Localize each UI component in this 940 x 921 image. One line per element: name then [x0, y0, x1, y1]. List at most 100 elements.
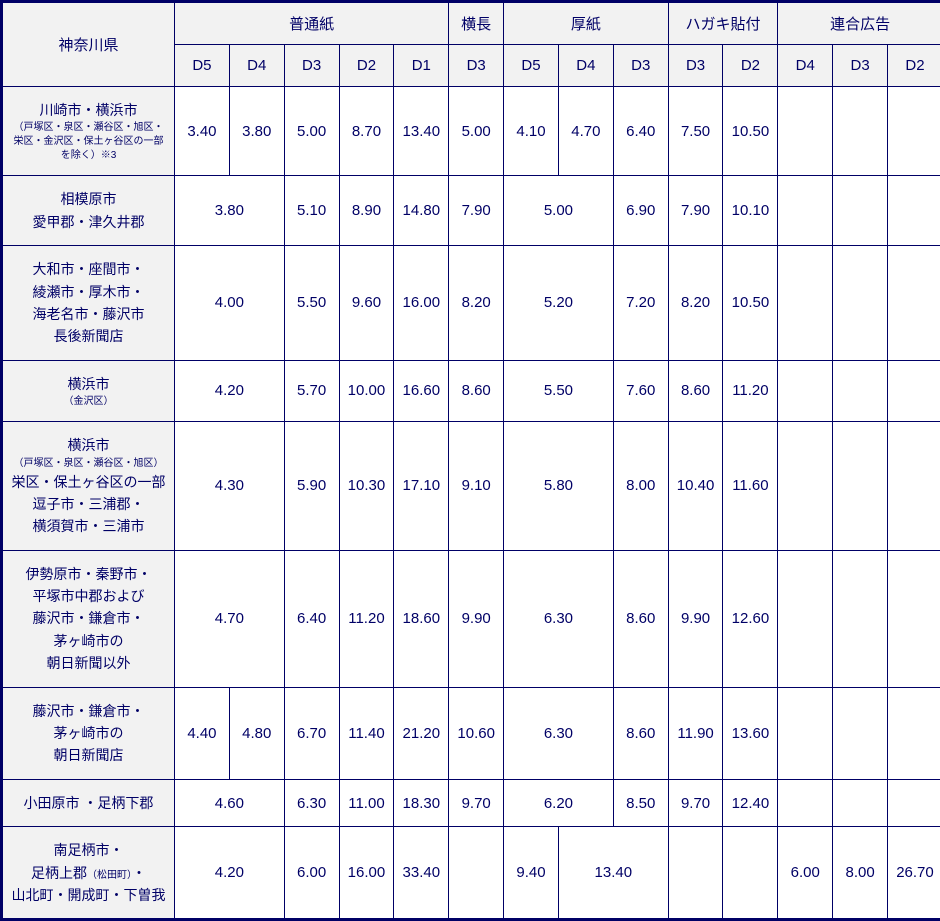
data-cell	[888, 87, 940, 176]
data-cell	[833, 422, 888, 551]
data-cell: 10.50	[723, 246, 778, 361]
header-sub-12: D3	[833, 45, 888, 87]
data-cell	[888, 360, 940, 421]
header-group-4: 連合広告	[778, 3, 940, 45]
data-cell	[778, 687, 833, 779]
data-cell	[778, 246, 833, 361]
header-group-3: ハガキ貼付	[668, 3, 778, 45]
header-sub-3: D2	[339, 45, 394, 87]
pricing-table: 神奈川県 普通紙横長厚紙ハガキ貼付連合広告 D5D4D3D2D1D3D5D4D3…	[2, 2, 940, 919]
data-cell: 8.00	[613, 422, 668, 551]
data-cell: 8.00	[833, 827, 888, 919]
data-cell: 18.30	[394, 779, 449, 826]
data-cell	[833, 779, 888, 826]
header-sub-7: D4	[558, 45, 613, 87]
header-group-0: 普通紙	[175, 3, 449, 45]
data-cell	[449, 827, 504, 919]
pricing-table-wrapper: 神奈川県 普通紙横長厚紙ハガキ貼付連合広告 D5D4D3D2D1D3D5D4D3…	[0, 0, 940, 921]
table-row: 大和市・座間市・綾瀬市・厚木市・海老名市・藤沢市長後新聞店4.005.509.6…	[3, 246, 940, 361]
data-cell: 5.20	[504, 246, 614, 361]
data-cell	[888, 422, 940, 551]
header-sub-4: D1	[394, 45, 449, 87]
data-cell: 13.40	[558, 827, 668, 919]
header-row-groups: 神奈川県 普通紙横長厚紙ハガキ貼付連合広告	[3, 3, 940, 45]
data-cell: 9.90	[449, 550, 504, 687]
data-cell: 10.10	[723, 176, 778, 246]
data-cell: 4.70	[558, 87, 613, 176]
data-cell: 33.40	[394, 827, 449, 919]
data-cell: 4.10	[504, 87, 559, 176]
data-cell: 7.20	[613, 246, 668, 361]
data-cell	[888, 246, 940, 361]
header-sub-0: D5	[175, 45, 230, 87]
data-cell	[833, 360, 888, 421]
data-cell: 11.20	[723, 360, 778, 421]
data-cell: 4.60	[175, 779, 285, 826]
data-cell: 11.60	[723, 422, 778, 551]
region-cell-5: 伊勢原市・秦野市・平塚市中郡および藤沢市・鎌倉市・茅ヶ崎市の朝日新聞以外	[3, 550, 175, 687]
data-cell: 7.90	[449, 176, 504, 246]
table-row: 南足柄市・足柄上郡（松田町）・山北町・開成町・下曽我4.206.0016.003…	[3, 827, 940, 919]
data-cell: 8.20	[668, 246, 723, 361]
data-cell	[833, 687, 888, 779]
data-cell: 13.60	[723, 687, 778, 779]
region-cell-8: 南足柄市・足柄上郡（松田町）・山北町・開成町・下曽我	[3, 827, 175, 919]
data-cell: 5.90	[284, 422, 339, 551]
data-cell	[833, 87, 888, 176]
data-cell: 10.40	[668, 422, 723, 551]
region-cell-6: 藤沢市・鎌倉市・茅ヶ崎市の朝日新聞店	[3, 687, 175, 779]
table-header: 神奈川県 普通紙横長厚紙ハガキ貼付連合広告 D5D4D3D2D1D3D5D4D3…	[3, 3, 940, 87]
data-cell: 7.60	[613, 360, 668, 421]
header-sub-10: D2	[723, 45, 778, 87]
header-sub-2: D3	[284, 45, 339, 87]
data-cell: 4.40	[175, 687, 230, 779]
data-cell: 12.40	[723, 779, 778, 826]
data-cell: 11.90	[668, 687, 723, 779]
data-cell: 9.70	[668, 779, 723, 826]
data-cell: 3.80	[229, 87, 284, 176]
header-sub-9: D3	[668, 45, 723, 87]
data-cell: 18.60	[394, 550, 449, 687]
data-cell: 6.30	[504, 550, 614, 687]
data-cell: 6.90	[613, 176, 668, 246]
header-sub-6: D5	[504, 45, 559, 87]
data-cell: 4.30	[175, 422, 285, 551]
data-cell: 10.00	[339, 360, 394, 421]
data-cell: 14.80	[394, 176, 449, 246]
data-cell: 9.10	[449, 422, 504, 551]
data-cell	[888, 176, 940, 246]
data-cell: 3.80	[175, 176, 285, 246]
region-cell-0: 川崎市・横浜市（戸塚区・泉区・瀬谷区・旭区・栄区・金沢区・保土ヶ谷区の一部を除く…	[3, 87, 175, 176]
data-cell: 10.50	[723, 87, 778, 176]
data-cell: 6.40	[613, 87, 668, 176]
data-cell: 8.60	[668, 360, 723, 421]
data-cell: 13.40	[394, 87, 449, 176]
data-cell: 7.90	[668, 176, 723, 246]
data-cell	[778, 176, 833, 246]
region-cell-4: 横浜市（戸塚区・泉区・瀬谷区・旭区）栄区・保土ヶ谷区の一部逗子市・三浦郡・横須賀…	[3, 422, 175, 551]
data-cell	[778, 422, 833, 551]
data-cell: 4.20	[175, 360, 285, 421]
data-cell: 10.60	[449, 687, 504, 779]
header-group-1: 横長	[449, 3, 504, 45]
data-cell: 4.80	[229, 687, 284, 779]
data-cell: 8.60	[613, 687, 668, 779]
data-cell: 8.50	[613, 779, 668, 826]
data-cell: 5.50	[504, 360, 614, 421]
data-cell: 11.20	[339, 550, 394, 687]
table-row: 藤沢市・鎌倉市・茅ヶ崎市の朝日新聞店4.404.806.7011.4021.20…	[3, 687, 940, 779]
data-cell: 4.70	[175, 550, 285, 687]
data-cell	[833, 176, 888, 246]
data-cell: 8.20	[449, 246, 504, 361]
data-cell: 8.70	[339, 87, 394, 176]
data-cell: 16.60	[394, 360, 449, 421]
data-cell	[833, 246, 888, 361]
data-cell	[888, 550, 940, 687]
data-cell	[668, 827, 723, 919]
table-row: 伊勢原市・秦野市・平塚市中郡および藤沢市・鎌倉市・茅ヶ崎市の朝日新聞以外4.70…	[3, 550, 940, 687]
data-cell: 5.00	[449, 87, 504, 176]
header-sub-8: D3	[613, 45, 668, 87]
data-cell: 8.90	[339, 176, 394, 246]
data-cell: 21.20	[394, 687, 449, 779]
table-row: 相模原市愛甲郡・津久井郡3.805.108.9014.807.905.006.9…	[3, 176, 940, 246]
